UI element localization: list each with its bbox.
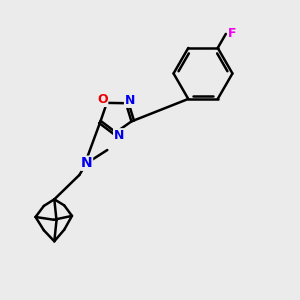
- Text: O: O: [97, 93, 108, 106]
- Text: N: N: [81, 156, 92, 170]
- Text: F: F: [228, 27, 236, 40]
- Text: N: N: [114, 129, 124, 142]
- Text: N: N: [124, 94, 135, 107]
